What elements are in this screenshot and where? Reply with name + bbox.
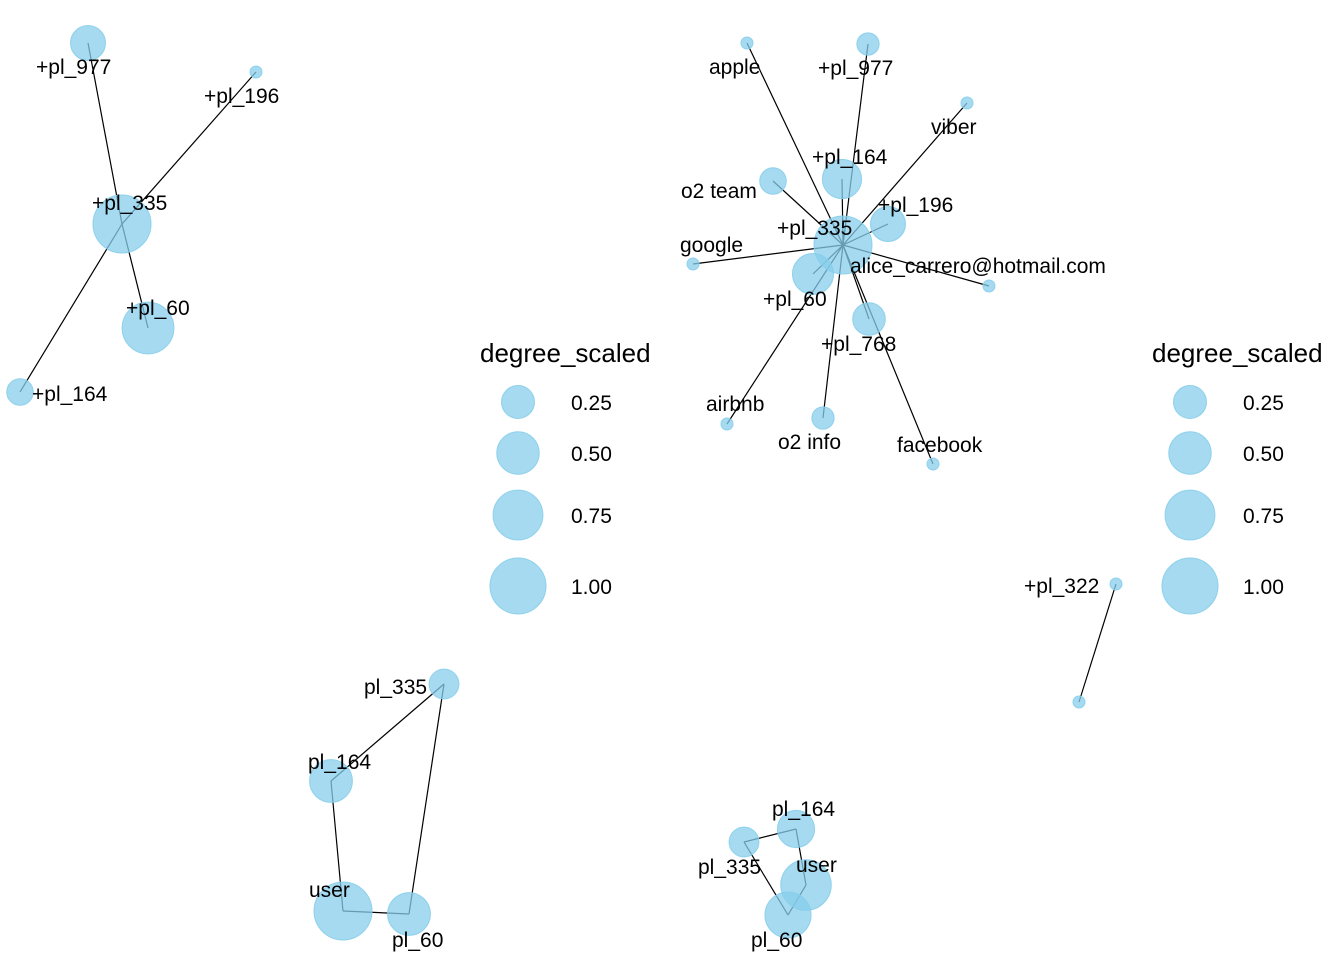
legend-key-label: 0.75	[571, 505, 612, 528]
node-bviber	[960, 96, 974, 110]
node-label-a196: +pl_196	[204, 85, 279, 108]
node-bo2team	[759, 167, 787, 195]
nodes-layer	[6, 25, 1123, 941]
node-label-bo2team: o2 team	[681, 180, 757, 203]
legend-key-circle	[1168, 431, 1212, 475]
node-c322	[1109, 577, 1123, 591]
node-label-b768: +pl_768	[821, 333, 896, 356]
legend-right: degree_scaled 0.25 0.50 0.75 1.00	[1152, 338, 1323, 615]
legend-key-label: 0.25	[571, 392, 612, 415]
node-label-b196: +pl_196	[878, 194, 953, 217]
node-b977	[856, 32, 880, 56]
edge-b335-b977	[842, 43, 869, 246]
edge-d335-d164	[330, 683, 445, 782]
edge-d335-d60	[408, 683, 445, 915]
node-bgoogle	[686, 257, 700, 271]
edge-b335-bviber	[842, 102, 968, 246]
legend-title: degree_scaled	[480, 338, 651, 368]
node-label-b60: +pl_60	[763, 288, 827, 311]
node-e60	[764, 891, 812, 939]
node-d60	[387, 892, 431, 936]
edge-a335-a977	[87, 42, 123, 225]
legend-key-label: 1.00	[571, 576, 612, 599]
node-label-a335: +pl_335	[92, 192, 167, 215]
node-label-bviber: viber	[931, 116, 977, 139]
node-b60	[791, 252, 835, 296]
legend-left: degree_scaled 0.25 0.50 0.75 1.00	[480, 338, 651, 615]
node-bapple	[740, 36, 754, 50]
node-label-c322: +pl_322	[1024, 575, 1099, 598]
edge-b335-bapple	[746, 42, 844, 246]
node-label-e335: pl_335	[698, 856, 761, 879]
legend-key-circle	[489, 557, 547, 615]
node-a164	[6, 378, 34, 406]
legend-key-circle	[496, 431, 540, 475]
node-label-b335: +pl_335	[777, 217, 852, 240]
legend-key-circle	[501, 385, 535, 419]
edge-a335-a196	[121, 71, 257, 225]
node-a335	[92, 194, 152, 254]
legend-key-label: 0.50	[1243, 443, 1284, 466]
node-label-d60: pl_60	[392, 929, 443, 952]
node-label-b164: +pl_164	[812, 146, 888, 169]
node-label-bfacebook: facebook	[897, 434, 983, 457]
node-b335	[813, 215, 873, 275]
node-cother	[1072, 695, 1086, 709]
edge-c322-cother	[1078, 583, 1117, 703]
node-label-bapple: apple	[709, 56, 760, 79]
node-b196	[870, 206, 906, 242]
node-bairbnb	[720, 417, 734, 431]
node-e335	[728, 826, 760, 858]
node-d335	[428, 668, 460, 700]
node-label-euser: user	[796, 854, 837, 877]
legend-key-label: 0.50	[571, 443, 612, 466]
labels-layer: +pl_335 +pl_977 +pl_196 +pl_60 +pl_164 +pl_33…	[32, 56, 1106, 952]
node-label-balice: alice_carrero@hotmail.com	[850, 255, 1106, 278]
node-bo2info	[811, 406, 835, 430]
legend-key-circle	[1173, 385, 1207, 419]
node-label-b977: +pl_977	[818, 57, 893, 80]
node-e164	[776, 809, 816, 849]
node-label-a164: +pl_164	[32, 383, 108, 406]
node-balice	[982, 279, 996, 293]
node-duser	[313, 881, 373, 941]
node-label-a60: +pl_60	[126, 297, 190, 320]
legend-key-circle	[492, 489, 544, 541]
legend-key-circle	[1161, 557, 1219, 615]
node-label-d335: pl_335	[364, 676, 427, 699]
node-b768	[852, 302, 886, 336]
node-label-d164: pl_164	[308, 751, 371, 774]
node-a977	[70, 25, 106, 61]
edge-a335-a164	[19, 223, 123, 393]
node-a196	[249, 65, 263, 79]
legend-key-label: 0.25	[1243, 392, 1284, 415]
node-bfacebook	[926, 457, 940, 471]
node-label-a977: +pl_977	[36, 56, 111, 79]
legend-key-label: 1.00	[1243, 576, 1284, 599]
node-label-bairbnb: airbnb	[706, 393, 764, 416]
node-label-bgoogle: google	[680, 234, 743, 257]
node-a60	[121, 301, 175, 355]
node-b164	[821, 158, 863, 200]
legend-key-circle	[1164, 489, 1216, 541]
edge-b335-bfacebook	[842, 244, 934, 465]
legend-key-label: 0.75	[1243, 505, 1284, 528]
node-label-duser: user	[309, 879, 350, 902]
node-label-e60: pl_60	[751, 929, 802, 952]
node-label-e164: pl_164	[772, 798, 835, 821]
node-d164	[309, 759, 353, 803]
node-label-bo2info: o2 info	[778, 431, 841, 454]
edges-layer	[19, 42, 1117, 916]
legend-title: degree_scaled	[1152, 338, 1323, 368]
